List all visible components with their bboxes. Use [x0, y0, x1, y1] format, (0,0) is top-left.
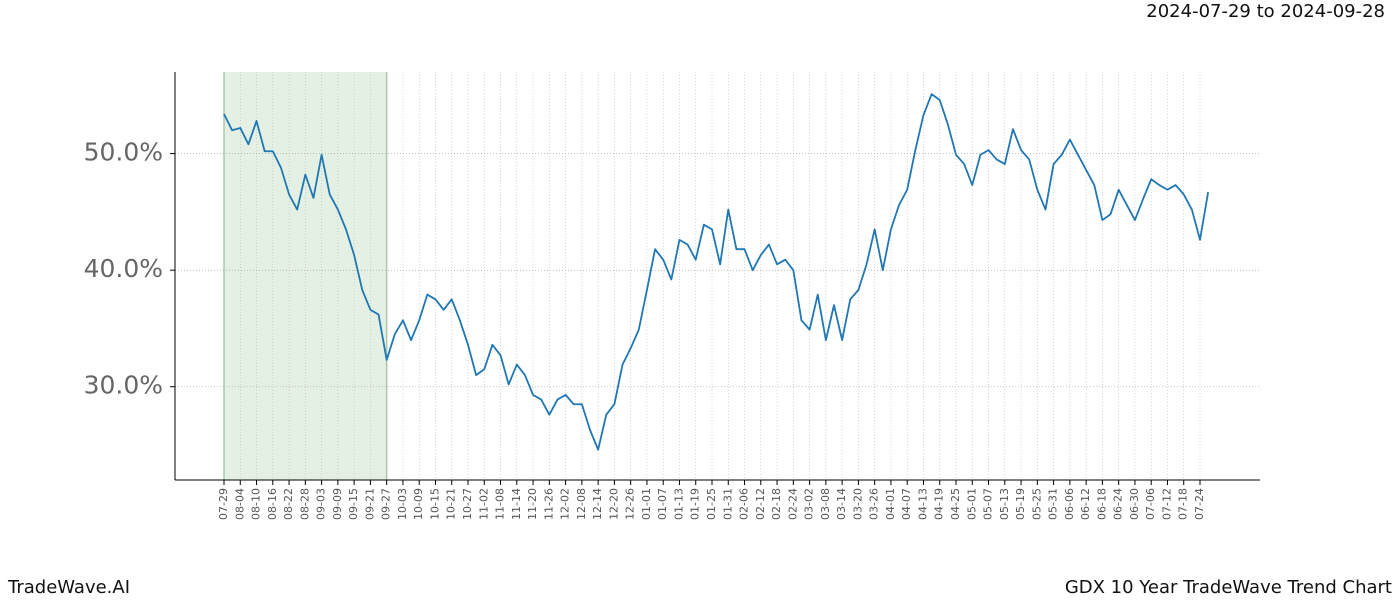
x-tick-label: 03-08 [819, 488, 832, 520]
x-tick-label: 07-12 [1160, 488, 1173, 520]
x-tick-label: 09-15 [347, 488, 360, 520]
x-tick-label: 04-19 [933, 488, 946, 520]
x-tick-label: 11-20 [526, 488, 539, 520]
x-tick-label: 01-13 [672, 488, 685, 520]
x-tick-label: 04-13 [916, 488, 929, 520]
x-tick-label: 06-18 [1095, 488, 1108, 520]
x-tick-label: 05-25 [1030, 488, 1043, 520]
y-tick-label: 40.0% [84, 254, 163, 283]
x-tick-label: 03-14 [835, 488, 848, 520]
x-tick-label: 02-12 [754, 488, 767, 520]
x-tick-label: 10-09 [412, 488, 425, 520]
x-tick-label: 08-28 [298, 488, 311, 520]
x-tick-label: 04-25 [949, 488, 962, 520]
x-tick-label: 01-31 [721, 488, 734, 520]
x-tick-label: 01-01 [640, 488, 653, 520]
x-tick-label: 04-01 [884, 488, 897, 520]
x-tick-label: 05-19 [1014, 488, 1027, 520]
chart-title: GDX 10 Year TradeWave Trend Chart [1065, 577, 1392, 598]
x-tick-label: 02-24 [786, 488, 799, 520]
source-label: TradeWave.AI [7, 577, 130, 598]
x-tick-label: 01-25 [705, 488, 718, 520]
x-tick-label: 05-07 [982, 488, 995, 520]
x-tick-label: 11-26 [542, 488, 555, 520]
x-tick-label: 11-14 [510, 488, 523, 520]
x-tick-label: 06-30 [1128, 488, 1141, 520]
x-tick-label: 10-21 [445, 488, 458, 520]
x-tick-label: 08-16 [266, 488, 279, 520]
x-tick-label: 05-31 [1047, 488, 1060, 520]
x-tick-label: 12-02 [559, 488, 572, 520]
x-tick-label: 11-02 [477, 488, 490, 520]
x-tick-label: 07-24 [1193, 488, 1206, 520]
x-tick-label: 05-13 [998, 488, 1011, 520]
x-tick-label: 03-20 [851, 488, 864, 520]
x-tick-label: 12-26 [624, 488, 637, 520]
x-tick-label: 11-08 [494, 488, 507, 520]
x-tick-label: 01-07 [656, 488, 669, 520]
x-tick-label: 06-24 [1112, 488, 1125, 520]
y-tick-label: 30.0% [84, 371, 163, 400]
x-tick-label: 02-06 [738, 488, 751, 520]
x-tick-label: 12-14 [591, 488, 604, 520]
x-tick-label: 06-12 [1079, 488, 1092, 520]
x-tick-label: 09-09 [331, 488, 344, 520]
x-tick-label: 07-29 [217, 488, 230, 520]
x-tick-label: 09-03 [315, 488, 328, 520]
x-tick-label: 08-04 [233, 488, 246, 520]
x-tick-label: 03-02 [803, 488, 816, 520]
x-tick-label: 02-18 [770, 488, 783, 520]
x-tick-label: 10-27 [461, 488, 474, 520]
x-tick-label: 07-06 [1144, 488, 1157, 520]
x-tick-label: 06-06 [1063, 488, 1076, 520]
y-tick-label: 50.0% [84, 138, 163, 167]
x-tick-label: 07-18 [1177, 488, 1190, 520]
x-tick-label: 05-01 [965, 488, 978, 520]
x-tick-label: 08-22 [282, 488, 295, 520]
data-line [223, 93, 1210, 451]
x-tick-label: 09-27 [380, 488, 393, 520]
x-tick-label: 08-10 [250, 488, 263, 520]
x-tick-label: 12-20 [607, 488, 620, 520]
x-tick-label: 10-03 [396, 488, 409, 520]
x-tick-label: 01-19 [689, 488, 702, 520]
chart-subtitle: 2024-07-29 to 2024-09-28 [1146, 1, 1385, 22]
x-tick-label: 09-21 [363, 488, 376, 520]
x-tick-label: 10-15 [428, 488, 441, 520]
x-tick-label: 03-26 [868, 488, 881, 520]
x-tick-label: 12-08 [575, 488, 588, 520]
x-tick-label: 04-07 [900, 488, 913, 520]
